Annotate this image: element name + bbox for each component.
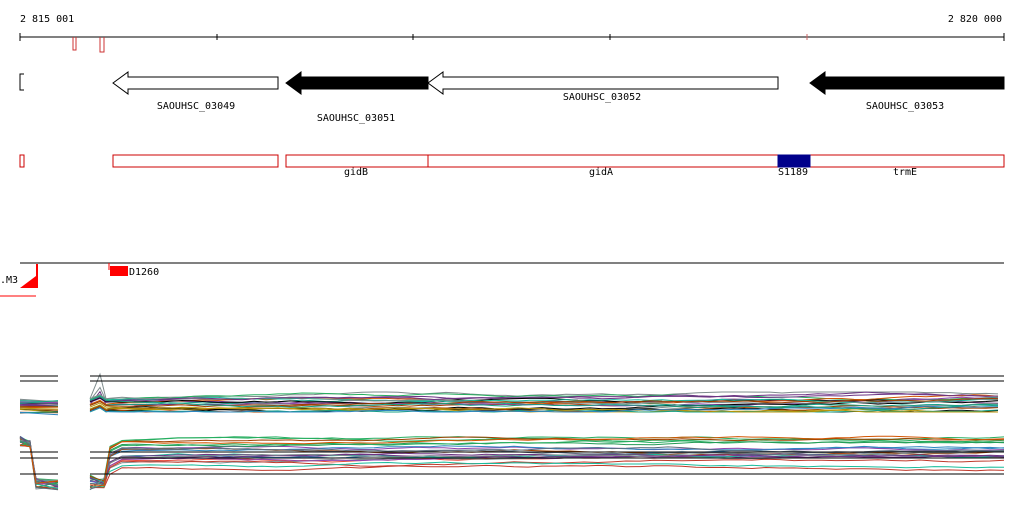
track-baselines bbox=[20, 375, 1004, 475]
ruler-marks bbox=[72, 37, 105, 53]
trace bbox=[19, 391, 998, 405]
ruler-end: 2 820 000 bbox=[948, 14, 1002, 25]
feature-box bbox=[777, 154, 811, 168]
feature-label: trmE bbox=[893, 167, 917, 178]
element-label: D1260 bbox=[129, 267, 159, 278]
ruler-start: 2 815 001 bbox=[20, 14, 74, 25]
element-label: .M3 bbox=[0, 275, 18, 286]
trace bbox=[19, 402, 998, 413]
trace bbox=[19, 395, 999, 411]
feature-label: gidB bbox=[344, 167, 368, 178]
element-mark bbox=[110, 266, 128, 276]
gene-label: SAOUHSC_03051 bbox=[317, 113, 395, 124]
gene-arrow bbox=[285, 71, 429, 95]
trace bbox=[19, 394, 999, 409]
element-mark bbox=[20, 264, 38, 288]
gene-label: SAOUHSC_03049 bbox=[157, 101, 235, 112]
feature-label: S1189 bbox=[778, 167, 808, 178]
ruler-ticks bbox=[19, 33, 1005, 41]
gene-arrow bbox=[427, 71, 779, 95]
gene-label: SAOUHSC_03052 bbox=[563, 92, 641, 103]
expression-traces bbox=[19, 372, 1005, 491]
gene-arrow bbox=[809, 71, 1005, 95]
feature-label: gidA bbox=[589, 167, 613, 178]
gene-arrow bbox=[112, 71, 279, 95]
feature-boxes bbox=[19, 154, 1005, 168]
trace bbox=[19, 435, 1005, 487]
gene-label: SAOUHSC_03053 bbox=[866, 101, 944, 112]
gene-fragment bbox=[19, 73, 24, 91]
